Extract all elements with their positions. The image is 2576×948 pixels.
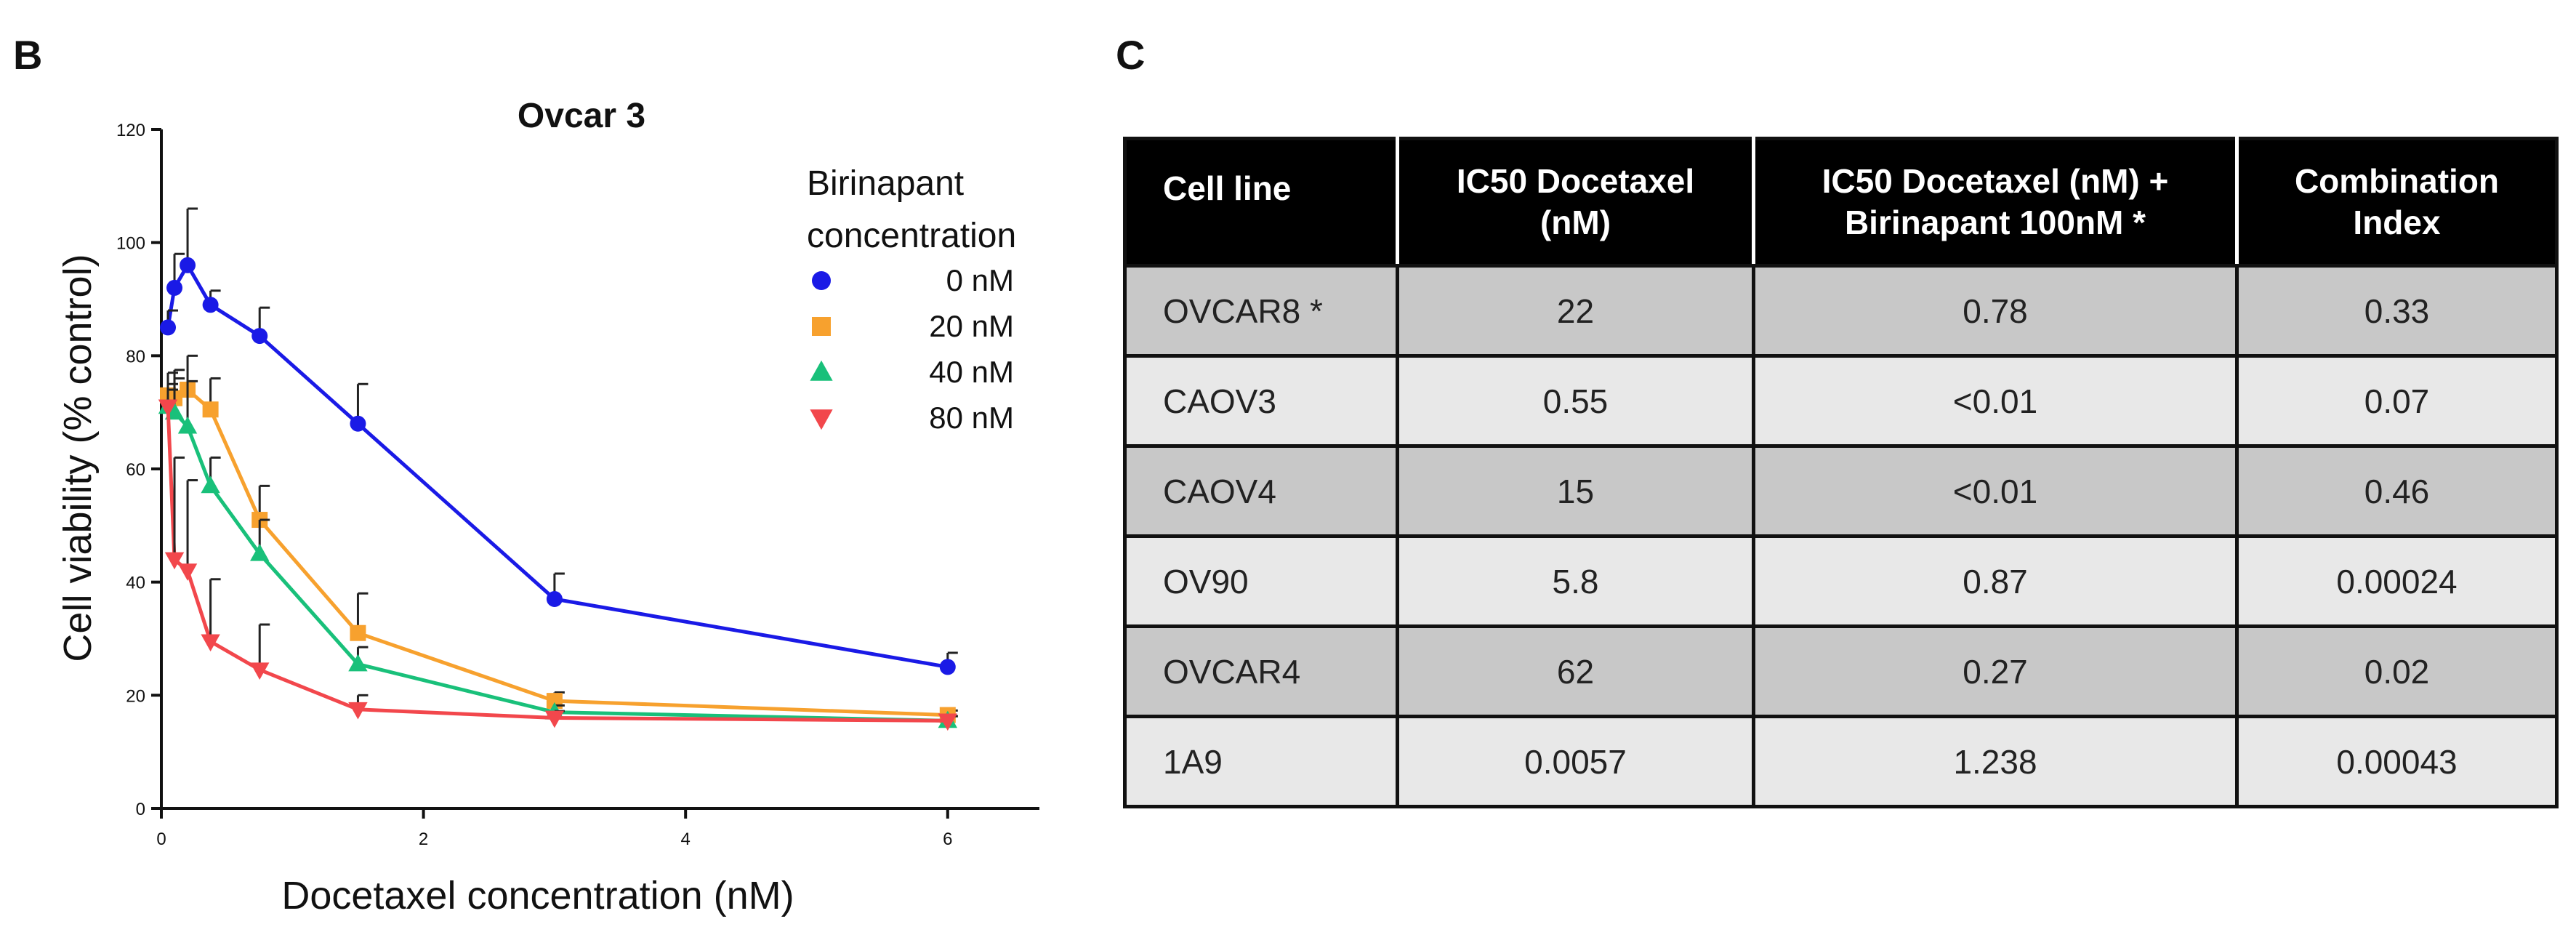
data-point xyxy=(544,710,565,728)
chart-title: Ovcar 3 xyxy=(518,97,645,135)
table-row: CAOV3 0.55 <0.01 0.07 xyxy=(1123,354,2559,448)
x-tick-label: 6 xyxy=(943,830,952,849)
table-row: OVCAR8 * 22 0.78 0.33 xyxy=(1123,264,2559,358)
data-point xyxy=(177,563,198,581)
cell-line-name: OVCAR8 * xyxy=(1123,264,1399,358)
ic50-table: Cell line IC50 Docetaxel (nM) IC50 Docet… xyxy=(1123,137,2559,808)
data-point xyxy=(350,415,366,432)
data-point xyxy=(164,552,185,570)
header-combination-index: Combination Index xyxy=(2235,137,2559,268)
table-header-row: Cell line IC50 Docetaxel (nM) IC50 Docet… xyxy=(1123,137,2559,268)
table-row: OV90 5.8 0.87 0.00024 xyxy=(1123,534,2559,628)
table-cell: 0.33 xyxy=(2235,264,2559,358)
data-point xyxy=(939,659,956,675)
cell-line-name: CAOV4 xyxy=(1123,444,1399,538)
series-80-nm xyxy=(158,388,958,731)
cell-line-name: 1A9 xyxy=(1123,715,1399,808)
table-cell: 0.00043 xyxy=(2235,715,2559,808)
data-point xyxy=(350,624,366,641)
data-point xyxy=(201,475,220,494)
series-line xyxy=(166,406,948,723)
data-point xyxy=(202,401,219,418)
y-tick-label: 120 xyxy=(116,121,145,140)
table-row: OVCAR4 62 0.27 0.02 xyxy=(1123,624,2559,718)
table-cell: 0.02 xyxy=(2235,624,2559,718)
x-tick-label: 0 xyxy=(156,830,166,849)
table-row: 1A9 0.0057 1.238 0.00043 xyxy=(1123,715,2559,808)
data-point xyxy=(166,279,183,296)
x-axis-label: Docetaxel concentration (nM) xyxy=(281,874,794,917)
y-tick-label: 100 xyxy=(116,234,145,254)
legend-entry: 20 nM xyxy=(929,309,1014,343)
header-ic50-docetaxel: IC50 Docetaxel (nM) xyxy=(1396,137,1755,268)
legend-marker xyxy=(810,360,833,381)
series-line xyxy=(166,405,948,723)
data-point xyxy=(177,416,198,434)
data-point xyxy=(546,591,563,608)
y-tick-label: 80 xyxy=(126,347,145,366)
legend-entry: 0 nM xyxy=(946,263,1014,297)
cell-line-name: OVCAR4 xyxy=(1123,624,1399,718)
table-cell: 0.87 xyxy=(1752,534,2239,628)
data-point xyxy=(250,662,270,680)
panel-b-label: B xyxy=(13,32,42,78)
data-point xyxy=(348,654,368,672)
y-tick-label: 20 xyxy=(126,686,145,706)
y-tick-label: 40 xyxy=(126,574,145,593)
y-tick-label: 60 xyxy=(126,460,145,480)
series-line xyxy=(167,387,948,718)
x-tick-label: 4 xyxy=(681,830,691,849)
cell-line-name: CAOV3 xyxy=(1123,354,1399,448)
x-tick-label: 2 xyxy=(419,830,428,849)
legend-entry: 40 nM xyxy=(929,355,1014,389)
table-cell: 15 xyxy=(1396,444,1755,538)
panel-c-label: C xyxy=(1116,32,1145,78)
legend-marker xyxy=(812,317,831,336)
legend-entry: 80 nM xyxy=(929,401,1014,435)
data-point xyxy=(202,297,219,313)
data-point xyxy=(180,257,196,273)
table-cell: <0.01 xyxy=(1752,354,2239,448)
table-cell: 0.46 xyxy=(2235,444,2559,538)
data-point xyxy=(158,399,178,417)
table-cell: 1.238 xyxy=(1752,715,2239,808)
data-point xyxy=(938,713,957,731)
cell-line-name: OV90 xyxy=(1123,534,1399,628)
series-20-nm xyxy=(160,354,958,723)
legend-marker xyxy=(812,271,831,290)
header-ic50-combo: IC50 Docetaxel (nM) + Birinapant 100nM * xyxy=(1752,137,2239,268)
table-cell: 0.07 xyxy=(2235,354,2559,448)
y-axis-label: Cell viability (% control) xyxy=(56,254,100,662)
series-0-nm xyxy=(160,207,958,675)
data-point xyxy=(251,328,268,345)
table-cell: 62 xyxy=(1396,624,1755,718)
legend-title: concentration xyxy=(807,217,1016,255)
table-cell: 0.27 xyxy=(1752,624,2239,718)
table-cell: 22 xyxy=(1396,264,1755,358)
table-cell: 0.55 xyxy=(1396,354,1755,448)
table-cell: 5.8 xyxy=(1396,534,1755,628)
data-point xyxy=(201,634,220,652)
table-cell: 0.78 xyxy=(1752,264,2239,358)
header-cell-line: Cell line xyxy=(1123,137,1399,268)
table-cell: 0.0057 xyxy=(1396,715,1755,808)
data-point xyxy=(348,702,368,720)
table-cell: <0.01 xyxy=(1752,444,2239,538)
data-point xyxy=(160,319,177,336)
y-tick-label: 0 xyxy=(136,800,145,819)
table-row: CAOV4 15 <0.01 0.46 xyxy=(1123,444,2559,538)
data-point xyxy=(250,544,270,561)
table-cell: 0.00024 xyxy=(2235,534,2559,628)
legend-marker xyxy=(810,409,833,430)
legend-title: Birinapant xyxy=(807,164,964,203)
